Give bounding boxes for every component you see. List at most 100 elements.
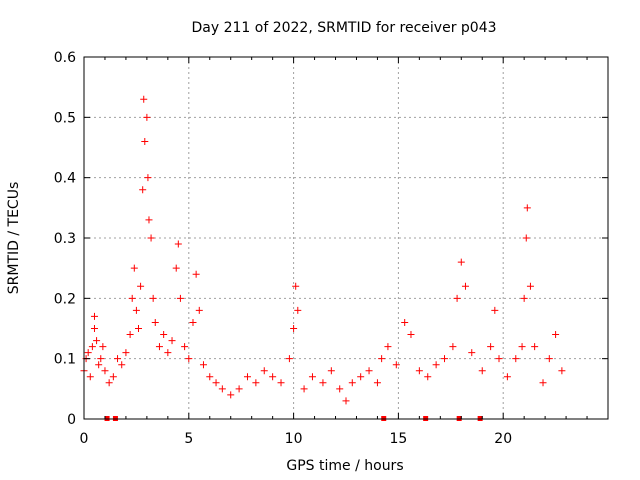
data-point: [424, 373, 432, 381]
data-point: [512, 355, 520, 363]
data-point: [122, 349, 130, 357]
data-point: [357, 373, 365, 381]
data-point: [558, 367, 566, 375]
data-point: [95, 361, 103, 369]
x-tick-label: 20: [494, 431, 512, 447]
data-point: [545, 355, 553, 363]
axes: 0 0.1 0.2 0.3 0.4 0.5 0.6 0 5 10 15 20: [54, 50, 609, 447]
data-point: [407, 331, 415, 339]
data-point: [441, 355, 449, 363]
data-point: [199, 361, 207, 369]
data-point: [378, 355, 386, 363]
data-point: [336, 385, 344, 393]
data-point: [192, 270, 200, 278]
y-tick-label: 0.2: [54, 291, 76, 307]
data-point: [491, 306, 499, 314]
y-tick-label: 0.6: [54, 50, 76, 66]
data-point: [449, 343, 457, 351]
data-point: [373, 379, 381, 387]
data-point: [269, 373, 277, 381]
data-point: [126, 331, 134, 339]
data-point: [118, 361, 126, 369]
data-point: [84, 349, 92, 357]
data-point: [144, 174, 152, 182]
y-tick-label: 0.1: [54, 352, 76, 368]
data-point: [101, 367, 109, 375]
data-point: [308, 373, 316, 381]
data-point: [522, 234, 530, 242]
data-point: [495, 355, 503, 363]
data-point: [342, 397, 350, 405]
data-point: [93, 337, 101, 345]
data-point: [292, 282, 300, 290]
data-point: [128, 294, 136, 302]
data-point: [319, 379, 327, 387]
data-points: [80, 95, 566, 421]
data-point: [185, 355, 193, 363]
data-point: [520, 294, 528, 302]
data-point: [487, 343, 495, 351]
data-point: [461, 282, 469, 290]
data-point: [160, 331, 168, 339]
data-point: [149, 294, 157, 302]
y-tick-label: 0.3: [54, 231, 76, 247]
data-point: [384, 343, 392, 351]
y-tick-label: 0.4: [54, 171, 76, 187]
data-point: [151, 318, 159, 326]
y-axis-label: SRMTID / TECUs: [6, 182, 22, 295]
data-point: [132, 306, 140, 314]
data-point: [140, 95, 148, 103]
data-point: [143, 113, 151, 121]
data-point: [365, 367, 373, 375]
data-point: [235, 385, 243, 393]
data-point: [174, 240, 182, 248]
data-point: [227, 391, 235, 399]
data-point: [432, 361, 440, 369]
data-point: [206, 373, 214, 381]
data-point: [195, 306, 203, 314]
data-point: [90, 312, 98, 320]
data-point: [523, 204, 531, 212]
y-tick-label: 0.5: [54, 110, 76, 126]
data-point: [252, 379, 260, 387]
data-point: [97, 355, 105, 363]
data-point: [327, 367, 335, 375]
data-point: [134, 325, 142, 332]
data-point: [415, 367, 423, 375]
chart-title: Day 211 of 2022, SRMTID for receiver p04…: [191, 20, 496, 36]
data-point: [348, 379, 356, 387]
data-point: [168, 337, 176, 345]
data-point: [155, 343, 163, 351]
data-point: [552, 331, 560, 339]
data-point: [539, 379, 547, 387]
data-point: [172, 264, 180, 272]
data-point: [176, 294, 184, 302]
data-point: [147, 234, 155, 242]
x-tick-label: 0: [80, 431, 89, 447]
data-point: [86, 373, 94, 381]
data-point: [164, 349, 172, 357]
data-point: [518, 343, 526, 351]
data-point: [285, 355, 293, 363]
data-point: [392, 361, 400, 369]
data-point: [218, 385, 226, 393]
data-point: [105, 379, 113, 387]
data-point: [88, 343, 96, 351]
data-point: [114, 355, 122, 363]
x-axis-label: GPS time / hours: [286, 458, 403, 474]
data-point: [189, 318, 197, 326]
data-point: [277, 379, 285, 387]
x-tick-label: 5: [184, 431, 193, 447]
x-tick-label: 10: [285, 431, 303, 447]
data-point: [453, 294, 461, 302]
data-point: [212, 379, 220, 387]
data-point: [145, 216, 153, 224]
data-point: [243, 373, 251, 381]
data-point: [478, 367, 486, 375]
data-point: [503, 373, 511, 381]
data-point: [531, 343, 539, 351]
data-point: [90, 325, 98, 332]
data-point: [294, 306, 302, 314]
data-point: [109, 373, 117, 381]
